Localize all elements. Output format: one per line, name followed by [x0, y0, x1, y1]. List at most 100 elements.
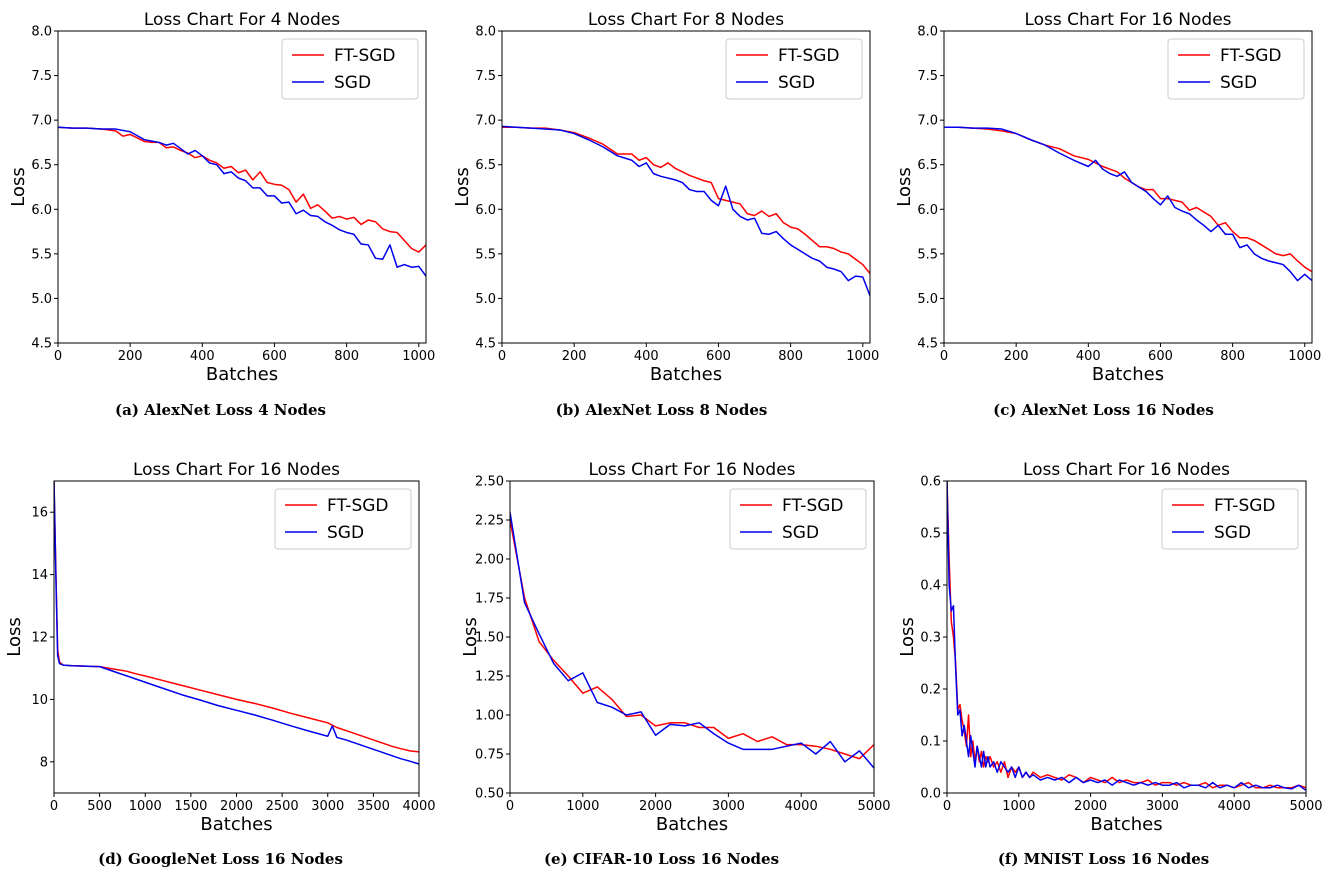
chart-1-series-ft-sgd-line: [502, 126, 870, 274]
chart-2-x-axis-label: Batches: [1092, 364, 1164, 385]
chart-4-y-tick-label: 2.00: [475, 553, 504, 568]
panel-b: 0 200 400 600 800 1000 4.5 5.0 5.5 6.0 6.5 7.0 7.5 8.…: [441, 0, 882, 435]
chart-5-legend-label-ft-sgd: FT-SGD: [1214, 496, 1276, 516]
chart-4-x-tick-label: 4000: [785, 799, 818, 814]
chart-1-legend-label-ft-sgd: FT-SGD: [778, 46, 840, 66]
chart-5-x-tick-label: 2000: [1074, 799, 1107, 814]
chart-3-x-tick-label: 500: [87, 799, 112, 814]
chart-3-x-tick-label: 3000: [311, 799, 344, 814]
chart-2-y-tick-label: 7.5: [917, 69, 938, 84]
caption-e: (e) CIFAR-10 Loss 16 Nodes: [543, 850, 780, 868]
chart-1-x-tick-label: 200: [562, 349, 587, 364]
chart-0-x-tick-label: 200: [118, 349, 143, 364]
chart-0-y-tick-label: 7.5: [31, 69, 52, 84]
chart-5-y-tick-label: 0.3: [920, 631, 941, 646]
chart-2-x-tick-label: 400: [1076, 349, 1101, 364]
chart-3-series-sgd-line: [54, 481, 419, 765]
chart-1-x-tick-label: 400: [634, 349, 659, 364]
panel-c: 0 200 400 600 800 1000 4.5 5.0 5.5 6.0 6.5 7.0 7.5 8.…: [882, 0, 1325, 435]
chart-5-y-tick-label: 0.1: [920, 735, 941, 750]
chart-3-legend-label-ft-sgd: FT-SGD: [327, 496, 389, 516]
chart-2-x-tick-label: 800: [1220, 349, 1245, 364]
chart-3-y-axis-label: Loss: [4, 617, 25, 656]
chart-3-y-tick-label: 8: [40, 755, 48, 770]
chart-3-y-tick-label: 14: [31, 568, 48, 583]
chart-5-x-tick-label: 1000: [1002, 799, 1035, 814]
chart-3-y-tick-label: 12: [31, 631, 48, 646]
chart-4-y-tick-label: 1.50: [475, 631, 504, 646]
chart-4-x-tick-label: 3000: [712, 799, 745, 814]
chart-0-y-tick-label: 6.5: [31, 158, 52, 173]
chart-2-y-tick-label: 6.0: [917, 203, 938, 218]
chart-1-x-tick-label: 1000: [846, 349, 879, 364]
chart-d: 0 500 1000 1500 2000 2500 3000 3500 4000 8 10 12 14 1…: [4, 460, 436, 835]
caption-c: (c) AlexNet Loss 16 Nodes: [993, 401, 1214, 419]
chart-5-x-tick-label: 5000: [1289, 799, 1322, 814]
chart-0-title: Loss Chart For 4 Nodes: [144, 10, 340, 30]
chart-1-y-tick-label: 7.0: [475, 114, 496, 129]
chart-e: 0 1000 2000 3000 4000 5000 0.50 0.75 1.00 1.25 1.5…: [460, 460, 891, 835]
chart-3-x-tick-label: 4000: [402, 799, 435, 814]
chart-5-legend-box: [1161, 488, 1299, 550]
chart-1-y-axis-label: Loss: [452, 167, 473, 206]
chart-4-y-tick-label: 0.75: [475, 748, 504, 763]
panel-d: 0 500 1000 1500 2000 2500 3000 3500 4000 8 10 12 14 1…: [0, 450, 441, 869]
panel-f: 0 1000 2000 3000 4000 5000 0.0 0.1 0.2 0.3 0.4 0.5 0…: [882, 450, 1325, 869]
chart-5-legend-label-sgd: SGD: [1214, 523, 1251, 543]
chart-4-y-tick-label: 2.50: [475, 475, 504, 490]
chart-2-x-tick-label: 1000: [1288, 349, 1321, 364]
chart-0-y-tick-label: 6.0: [31, 203, 52, 218]
chart-4-legend-label-ft-sgd: FT-SGD: [782, 496, 844, 516]
chart-0-y-axis-label: Loss: [8, 167, 29, 206]
chart-0-y-tick-label: 4.5: [31, 337, 52, 352]
chart-4-series-ft-sgd-line: [510, 519, 874, 760]
chart-0-x-tick-label: 800: [334, 349, 359, 364]
chart-3-x-tick-label: 2000: [220, 799, 253, 814]
chart-3-y-tick-label: 16: [31, 506, 48, 521]
chart-0-x-tick-label: 400: [190, 349, 215, 364]
panel-e: 0 1000 2000 3000 4000 5000 0.50 0.75 1.00 1.25 1.5…: [441, 450, 891, 869]
chart-2-legend-box: [1167, 38, 1305, 100]
panel-a: 0 200 400 600 800 1000 4.5 5.0 5.5 6.0 6.5 7.0 7.5 8.…: [0, 0, 441, 435]
chart-1-y-tick-label: 6.5: [475, 158, 496, 173]
chart-2-y-tick-label: 7.0: [917, 114, 938, 129]
chart-3-x-tick-label: 1500: [174, 799, 207, 814]
chart-2-y-tick-label: 6.5: [917, 158, 938, 173]
chart-2-legend-label-sgd: SGD: [1220, 73, 1257, 93]
chart-0-x-tick-label: 600: [262, 349, 287, 364]
chart-3-legend-label-sgd: SGD: [327, 523, 364, 543]
chart-4-legend-label-sgd: SGD: [782, 523, 819, 543]
chart-2-x-tick-label: 200: [1004, 349, 1029, 364]
chart-5-y-axis-label: Loss: [897, 617, 918, 656]
chart-3-x-tick-label: 2500: [266, 799, 299, 814]
chart-5-x-tick-label: 3000: [1146, 799, 1179, 814]
chart-1-plot-frame: [501, 30, 871, 344]
chart-4-x-axis-label: Batches: [656, 814, 728, 835]
chart-4-legend-box: [729, 488, 867, 550]
chart-1-x-axis-label: Batches: [650, 364, 722, 385]
chart-0-y-tick-label: 5.0: [31, 292, 52, 307]
chart-4-title: Loss Chart For 16 Nodes: [588, 460, 795, 480]
caption-d: (d) GoogleNet Loss 16 Nodes: [98, 850, 343, 868]
chart-2-y-axis-label: Loss: [894, 167, 915, 206]
chart-0-legend-label-sgd: SGD: [334, 73, 371, 93]
chart-2-x-tick-label: 600: [1148, 349, 1173, 364]
chart-0-plot-frame: [57, 30, 427, 344]
chart-5-series-sgd-line: [947, 481, 1306, 792]
chart-4-y-tick-label: 1.25: [475, 670, 504, 685]
caption-f: (f) MNIST Loss 16 Nodes: [997, 850, 1210, 868]
chart-4-y-tick-label: 1.00: [475, 709, 504, 724]
chart-2-y-tick-label: 5.5: [917, 247, 938, 262]
chart-4-x-tick-label: 5000: [857, 799, 890, 814]
chart-2-title: Loss Chart For 16 Nodes: [1024, 10, 1231, 30]
chart-2-series-ft-sgd-line: [944, 126, 1312, 273]
chart-1-legend-box: [725, 38, 863, 100]
chart-2-y-tick-label: 8.0: [917, 25, 938, 40]
chart-1-x-tick-label: 800: [778, 349, 803, 364]
chart-a: 0 200 400 600 800 1000 4.5 5.0 5.5 6.0 6.5 7.0 7.5 8.…: [8, 10, 435, 385]
chart-0-x-tick-label: 0: [54, 349, 62, 364]
chart-2-y-tick-label: 4.5: [917, 337, 938, 352]
chart-0-series-sgd-line: [58, 126, 426, 277]
caption-a: (a) AlexNet Loss 4 Nodes: [115, 401, 326, 419]
chart-0-x-axis-label: Batches: [206, 364, 278, 385]
